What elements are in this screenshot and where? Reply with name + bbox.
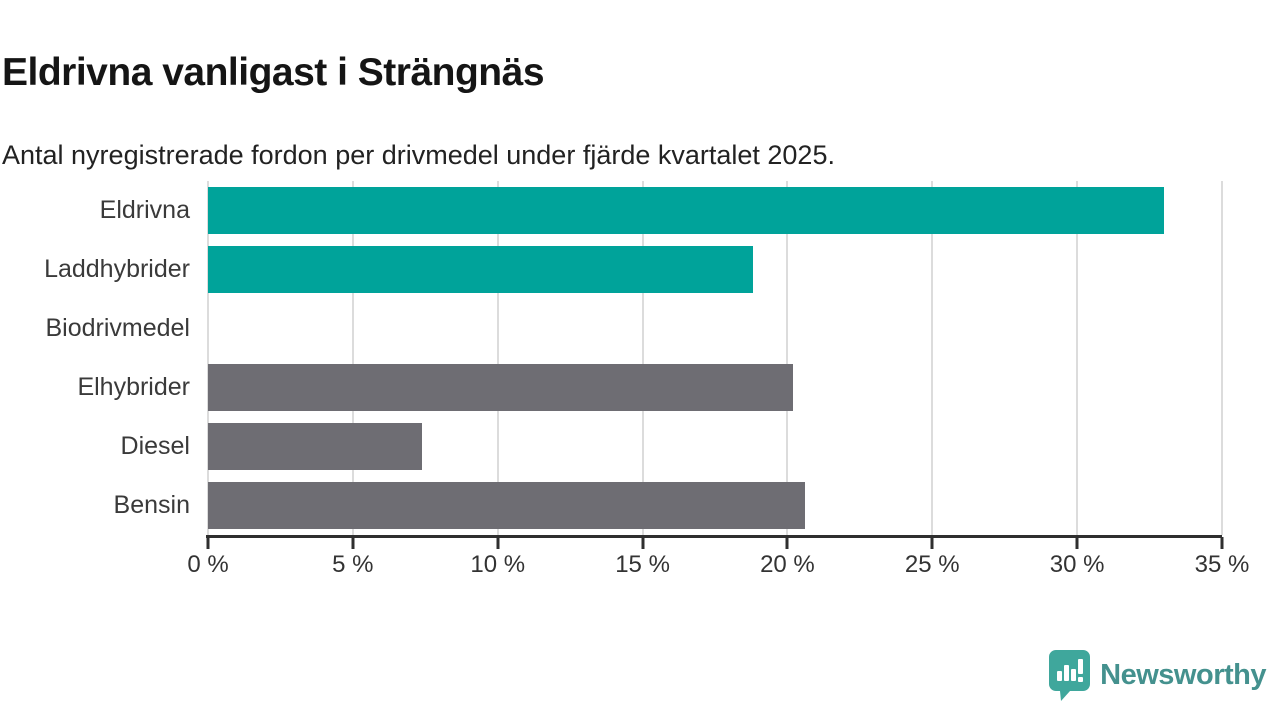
bar-track — [208, 364, 1222, 411]
category-label-biodrivmedel: Biodrivmedel — [45, 314, 190, 342]
chart-row: Eldrivna — [0, 181, 1222, 240]
chart-title: Eldrivna vanligast i Strängnäs — [2, 51, 545, 95]
bar-track — [208, 482, 1222, 529]
category-label-eldrivna: Eldrivna — [99, 196, 190, 224]
bar-chart: Eldrivna Laddhybrider Biodrivmedel Elhybrid… — [0, 181, 1223, 535]
newsworthy-bubble-chart-icon — [1049, 650, 1091, 701]
x-axis-tick — [206, 537, 210, 549]
x-axis-tick-label: 15 % — [615, 551, 670, 578]
x-axis-tick-label: 0 % — [187, 551, 229, 578]
category-label-diesel: Diesel — [120, 432, 190, 460]
newsworthy-logo: Newsworthy — [1048, 649, 1266, 701]
gridline — [1076, 181, 1079, 535]
category-label-laddhybrider: Laddhybrider — [44, 255, 190, 283]
gridline — [207, 181, 209, 535]
x-axis-tick-label: 25 % — [904, 551, 960, 578]
bar-track — [208, 305, 1222, 352]
gridline — [351, 181, 354, 535]
bar-bensin — [208, 482, 805, 529]
x-axis-tick — [641, 537, 645, 549]
chart-row: Bensin — [0, 476, 1222, 535]
x-axis-tick — [785, 537, 789, 549]
gridline — [786, 181, 789, 535]
x-axis-tick — [930, 537, 934, 549]
x-axis: 0 % 5 % 10 % 15 % 20 % 25 % 30 % 35 % — [187, 535, 1249, 591]
x-axis-tick-label: 5 % — [332, 551, 374, 578]
x-axis-tick-label: 35 % — [1194, 551, 1250, 578]
bar-rows: Eldrivna Laddhybrider Biodrivmedel Elhybrid… — [0, 181, 1222, 535]
bar-track — [208, 187, 1222, 234]
chart-row: Diesel — [0, 417, 1222, 476]
bar-track — [208, 423, 1222, 470]
x-axis-tick — [496, 537, 500, 549]
newsworthy-wordmark: Newsworthy — [1100, 658, 1266, 691]
bar-diesel — [208, 423, 423, 470]
x-axis-tick — [1220, 537, 1224, 549]
x-axis-tick — [1075, 537, 1079, 549]
gridline — [931, 181, 934, 535]
gridline — [496, 181, 499, 535]
chart-subtitle: Antal nyregistrerade fordon per drivmede… — [2, 140, 835, 170]
x-axis-tick — [351, 537, 355, 549]
chart-row: Laddhybrider — [0, 240, 1222, 299]
category-label-bensin: Bensin — [113, 491, 190, 519]
x-axis-line — [206, 535, 1222, 538]
category-label-elhybrider: Elhybrider — [77, 373, 190, 401]
x-axis-tick-label: 20 % — [760, 551, 815, 578]
gridline — [1221, 181, 1223, 535]
chart-row: Elhybrider — [0, 358, 1222, 417]
bar-laddhybrider — [208, 246, 753, 293]
bar-track — [208, 246, 1222, 293]
chart-row: Biodrivmedel — [0, 299, 1222, 358]
x-axis-tick-label: 30 % — [1049, 551, 1105, 578]
grid-layer — [207, 181, 1223, 535]
gridline — [641, 181, 644, 535]
bar-eldrivna — [208, 187, 1165, 234]
bar-elhybrider — [208, 364, 794, 411]
x-axis-tick-label: 10 % — [470, 551, 526, 578]
